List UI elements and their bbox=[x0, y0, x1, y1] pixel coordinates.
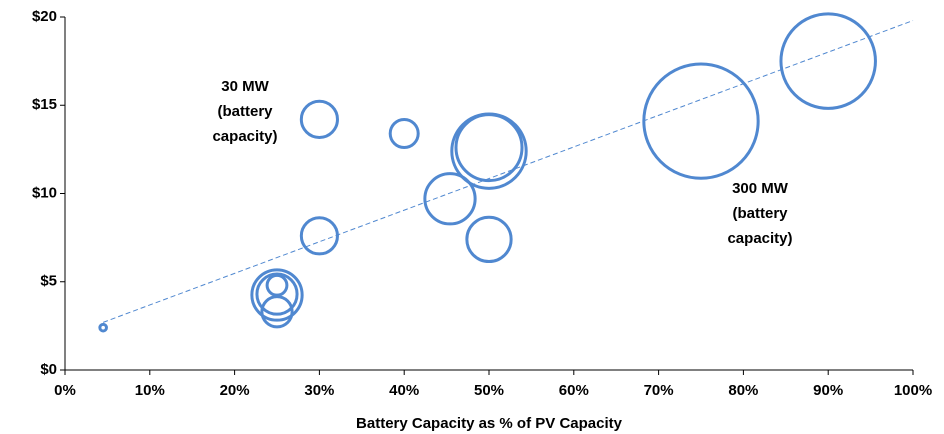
bubble bbox=[299, 216, 339, 256]
bubble bbox=[779, 12, 877, 110]
bubble bbox=[454, 113, 524, 183]
y-tick-label: $20 bbox=[32, 8, 57, 25]
y-tick-label: $15 bbox=[32, 96, 57, 113]
trendline bbox=[102, 20, 914, 323]
x-tick-label: 10% bbox=[135, 382, 165, 399]
x-tick-label: 80% bbox=[728, 382, 758, 399]
x-tick-label: 40% bbox=[389, 382, 419, 399]
x-tick-label: 90% bbox=[813, 382, 843, 399]
bubble bbox=[388, 117, 420, 149]
annotation: (battery bbox=[732, 205, 788, 222]
annotation: capacity) bbox=[727, 230, 792, 247]
bubble bbox=[642, 62, 760, 180]
x-tick-label: 30% bbox=[304, 382, 334, 399]
x-tick-label: 20% bbox=[220, 382, 250, 399]
x-axis-title: Battery Capacity as % of PV Capacity bbox=[356, 415, 623, 432]
x-tick-label: 0% bbox=[54, 382, 76, 399]
y-tick-label: $5 bbox=[40, 273, 57, 290]
bubble bbox=[265, 273, 289, 297]
annotation: capacity) bbox=[212, 128, 277, 145]
x-tick-label: 60% bbox=[559, 382, 589, 399]
bubble bbox=[250, 268, 304, 322]
y-tick-label: $10 bbox=[32, 184, 57, 201]
bubble bbox=[98, 322, 108, 333]
bubble bbox=[260, 295, 294, 329]
bubble bbox=[299, 99, 339, 139]
annotation: 300 MW bbox=[732, 180, 789, 197]
bubble bbox=[450, 112, 528, 190]
x-tick-label: 70% bbox=[644, 382, 674, 399]
x-tick-label: 100% bbox=[894, 382, 932, 399]
bubble bbox=[423, 172, 477, 226]
x-tick-label: 50% bbox=[474, 382, 504, 399]
annotation: 30 MW bbox=[221, 78, 269, 95]
y-tick-label: $0 bbox=[40, 361, 57, 378]
annotation: (battery bbox=[217, 103, 273, 120]
bubble bbox=[465, 215, 513, 264]
